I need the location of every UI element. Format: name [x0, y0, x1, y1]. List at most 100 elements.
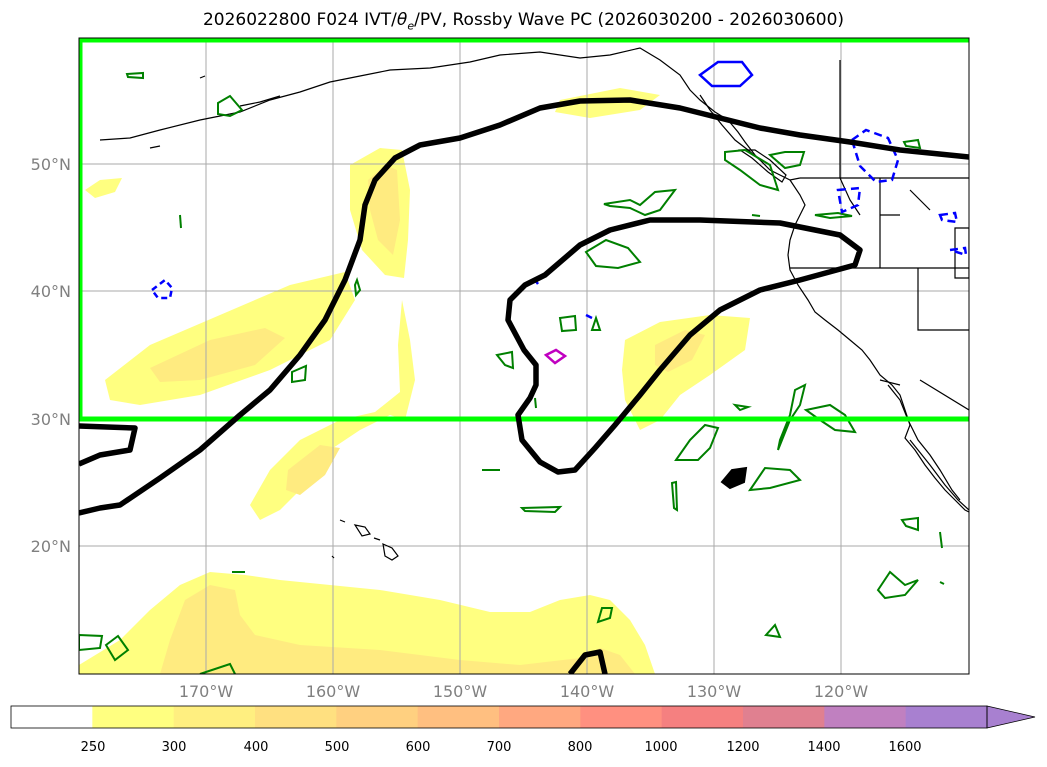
- pv-negative-contour: [850, 128, 900, 184]
- pv-negative-contour: [836, 186, 862, 214]
- colorbar-label: 700: [487, 740, 512, 755]
- theta-e-contour: [125, 71, 144, 80]
- map-area: [79, 38, 969, 674]
- map-frame: [78, 37, 970, 675]
- theta-e-contour: [724, 148, 780, 192]
- colorbar-label: 1600: [888, 740, 921, 755]
- lon-label: 140°W: [560, 682, 615, 701]
- ivt-region: [160, 585, 635, 674]
- theta-e-contour: [534, 397, 537, 409]
- pv-negative-contour: [150, 278, 174, 300]
- rossby-contour: [567, 649, 608, 674]
- theta-e-contour: [939, 581, 945, 585]
- lon-label: 150°W: [433, 682, 488, 701]
- colorbar-label: 300: [162, 740, 187, 755]
- colorbar-swatch: [255, 706, 337, 728]
- lat-label: 40°N: [31, 282, 71, 301]
- pv-positive-contour: [543, 348, 568, 365]
- lon-label: 160°W: [306, 682, 361, 701]
- colorbar-swatch: [173, 706, 256, 728]
- colorbar-label: 1000: [644, 740, 677, 755]
- coastlines: [99, 47, 969, 513]
- theta-e-contour: [584, 238, 642, 270]
- colorbar-swatch: [92, 706, 175, 728]
- theta-e-contour: [79, 633, 104, 652]
- inland-lines: [839, 177, 969, 411]
- theta-e-contour: [670, 480, 679, 512]
- rossby-contour: [79, 423, 138, 467]
- colorbar-swatch: [905, 706, 988, 728]
- hawaii-island-dark: [720, 466, 748, 490]
- theta-e-contour: [900, 516, 919, 532]
- colorbar-swatch: [417, 706, 500, 728]
- lat-label: 20°N: [31, 537, 71, 556]
- ivt-region: [286, 445, 340, 495]
- colorbar-swatch: [661, 706, 744, 728]
- lat-labels: 50°N 40°N 30°N 20°N: [31, 155, 71, 556]
- colorbar-swatches: [11, 706, 988, 728]
- pv-negative-contour: [949, 246, 968, 257]
- hawaii-islands: [331, 519, 399, 561]
- title-suffix: /PV, Rossby Wave PC (2026030200 - 202603…: [414, 10, 845, 30]
- lat-label: 30°N: [31, 410, 71, 429]
- rossby-contours: [79, 97, 969, 674]
- hawaii-island: [331, 555, 335, 559]
- colorbar: 250 300 400 500 600 700 800 1000 1200 14…: [10, 705, 1036, 755]
- ivt-region: [622, 315, 750, 430]
- ivt-region: [368, 165, 400, 255]
- pv-negative-contour: [585, 313, 593, 320]
- theta-e-contour: [674, 423, 720, 461]
- theta-e-contour: [495, 350, 515, 370]
- theta-e-contour: [519, 505, 563, 514]
- ivt-shading: [79, 88, 750, 674]
- colorbar-label: 400: [244, 740, 269, 755]
- theta-e-contour: [596, 607, 614, 624]
- alaska-coast: [99, 47, 801, 181]
- colorbar-label: 1400: [807, 740, 840, 755]
- theta-e-contour: [767, 151, 806, 170]
- lon-labels: 170°W 160°W 150°W 140°W 130°W 120°W: [179, 682, 869, 701]
- theta-e-contour: [747, 466, 802, 492]
- hawaii-island: [353, 524, 372, 537]
- theta-e-contour: [764, 623, 782, 639]
- colorbar-swatch: [743, 706, 825, 728]
- theta-e-contour: [902, 138, 922, 150]
- lon-label: 170°W: [179, 682, 234, 701]
- colorbar-label: 500: [325, 740, 350, 755]
- theta-e-contour: [751, 214, 761, 217]
- aleutian-islands: [149, 75, 281, 149]
- theta-e-contour: [939, 531, 943, 549]
- colorbar-swatch: [336, 706, 419, 728]
- bc-islands: [738, 149, 787, 183]
- mexico-coast: [909, 439, 969, 511]
- hawaii-island: [373, 537, 381, 541]
- colorbar-label: 1200: [726, 740, 759, 755]
- colorbar-swatch: [11, 706, 93, 728]
- theta-e-contour: [876, 570, 919, 600]
- lon-label: 130°W: [687, 682, 742, 701]
- lon-label: 120°W: [814, 682, 869, 701]
- theta-e-contour: [199, 662, 236, 674]
- title-sub: e: [407, 19, 415, 33]
- theta-e-contour: [814, 211, 853, 220]
- theta-e-contour: [353, 276, 362, 298]
- theta-e-contour: [291, 364, 308, 384]
- colorbar-label: 800: [568, 740, 593, 755]
- colorbar-swatch: [824, 706, 907, 728]
- theta-e-contour: [217, 94, 244, 118]
- colorbar-labels: 250 300 400 500 600 700 800 1000 1200 14…: [81, 740, 922, 755]
- colorbar-swatch: [580, 706, 663, 728]
- colorbar-label: 250: [81, 740, 106, 755]
- us-border: [790, 60, 969, 331]
- theta-e-contour: [603, 188, 678, 217]
- alaska-panhandle: [699, 94, 761, 161]
- hawaii-island: [382, 542, 399, 561]
- colorbar-swatch: [499, 706, 581, 728]
- theta-e-contour: [732, 403, 752, 412]
- rossby-contour: [79, 97, 969, 516]
- colorbar-label: 600: [406, 740, 431, 755]
- hawaii-island: [339, 519, 346, 523]
- rossby-box: [79, 38, 969, 422]
- ivt-region: [150, 328, 285, 382]
